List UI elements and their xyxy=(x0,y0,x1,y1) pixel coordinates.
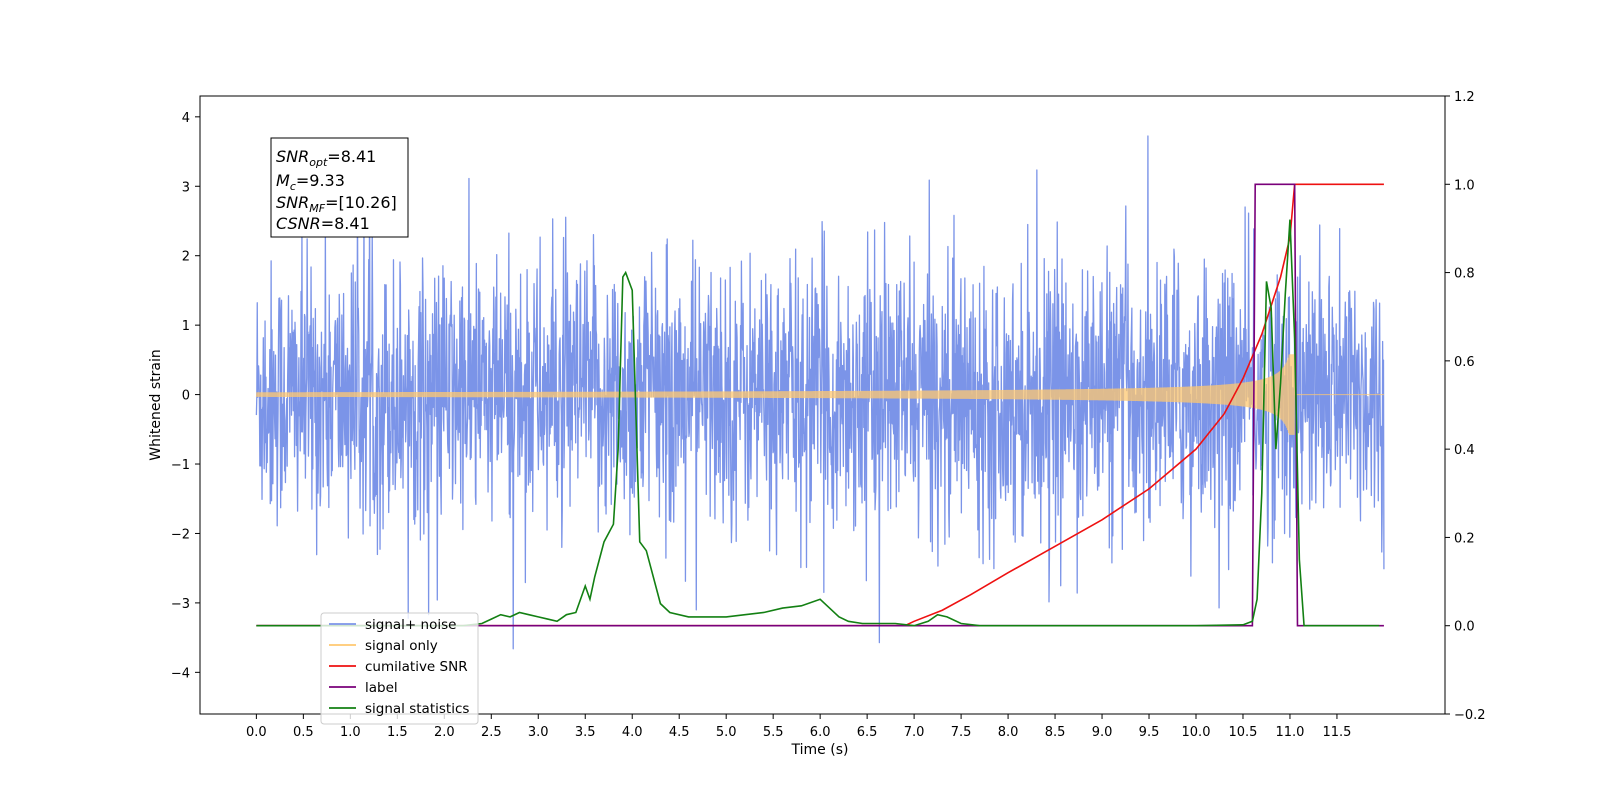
y-tick-label: 0 xyxy=(182,389,190,404)
x-tick-label: 2.0 xyxy=(434,725,455,740)
y2-tick-label: 0.0 xyxy=(1454,620,1475,635)
x-axis-label: Time (s) xyxy=(791,742,849,758)
y-axis-left: 4 3 2 1 0 −1 −2 −3 −4 xyxy=(171,111,200,681)
plot-frame xyxy=(199,95,1446,715)
y-tick-label: 1 xyxy=(182,319,190,334)
x-axis: 0.0 0.5 1.0 1.5 2.0 2.5 3.0 3.5 4.0 4.5 5.0 5.5 6.0 6… xyxy=(246,714,1351,740)
x-tick-label: 5.5 xyxy=(763,725,784,740)
y-tick-label: 2 xyxy=(182,250,190,265)
x-tick-label: 0.0 xyxy=(246,725,267,740)
y-tick-label: −1 xyxy=(171,458,190,473)
y2-tick-label: 0.8 xyxy=(1454,267,1475,282)
y-axis-label: Whitened strain xyxy=(148,349,164,460)
x-tick-label: 11.0 xyxy=(1275,725,1304,740)
y-tick-label: −3 xyxy=(171,597,190,612)
annotation-mc: Mc=9.33 xyxy=(276,171,345,193)
x-tick-label: 11.5 xyxy=(1322,725,1351,740)
legend-entry-label: label xyxy=(365,680,398,696)
y-tick-label: −2 xyxy=(171,527,190,542)
annotation-csnr: CSNR=8.41 xyxy=(276,214,370,233)
x-tick-label: 7.0 xyxy=(904,725,925,740)
annotation-snr-mf: SNRMF=[10.26] xyxy=(276,193,397,215)
y2-tick-label: −0.2 xyxy=(1454,708,1486,723)
x-tick-label: 1.5 xyxy=(387,725,408,740)
series-signal-only-line xyxy=(255,354,1384,435)
x-tick-label: 0.5 xyxy=(293,725,314,740)
y-tick-label: −4 xyxy=(171,666,190,681)
series-signal-statistics-line xyxy=(256,219,1380,627)
legend-entry-label: signal only xyxy=(365,638,438,654)
x-tick-label: 1.0 xyxy=(340,725,361,740)
y-tick-label: 3 xyxy=(182,180,190,195)
x-tick-label: 10.0 xyxy=(1182,725,1211,740)
legend-entry-label: cumilative SNR xyxy=(365,659,468,675)
legend-entry-label: signal statistics xyxy=(365,701,469,717)
y2-tick-label: 0.2 xyxy=(1454,531,1475,546)
y-axis-right: 1.2 1.0 0.8 0.6 0.4 0.2 0.0 −0.2 xyxy=(1445,90,1486,723)
y2-tick-label: 0.6 xyxy=(1454,355,1475,370)
x-tick-label: 9.5 xyxy=(1139,725,1160,740)
y2-tick-label: 0.4 xyxy=(1454,443,1475,458)
x-tick-label: 10.5 xyxy=(1229,725,1258,740)
x-tick-label: 6.5 xyxy=(857,725,878,740)
y2-tick-label: 1.0 xyxy=(1454,178,1475,193)
x-tick-label: 4.0 xyxy=(622,725,643,740)
x-tick-label: 9.0 xyxy=(1092,725,1113,740)
x-tick-label: 3.5 xyxy=(575,725,596,740)
annotation-snr-opt: SNRopt=8.41 xyxy=(276,147,376,169)
x-tick-label: 7.5 xyxy=(951,725,972,740)
legend: signal+ noise signal only cumilative SNR la… xyxy=(320,612,479,725)
x-tick-label: 6.0 xyxy=(810,725,831,740)
x-tick-label: 5.0 xyxy=(716,725,737,740)
series-signal-plus-noise-line xyxy=(255,135,1385,650)
y-tick-label: 4 xyxy=(182,111,190,126)
x-tick-label: 8.0 xyxy=(998,725,1019,740)
plot-area xyxy=(255,135,1385,650)
y2-tick-label: 1.2 xyxy=(1454,90,1475,105)
legend-entry-label: signal+ noise xyxy=(365,617,456,633)
x-tick-label: 2.5 xyxy=(481,725,502,740)
x-tick-label: 8.5 xyxy=(1045,725,1066,740)
x-tick-label: 3.0 xyxy=(528,725,549,740)
annotation-box: SNRopt=8.41 Mc=9.33 SNRMF=[10.26] CSNR=8… xyxy=(270,137,409,238)
x-tick-label: 4.5 xyxy=(669,725,690,740)
